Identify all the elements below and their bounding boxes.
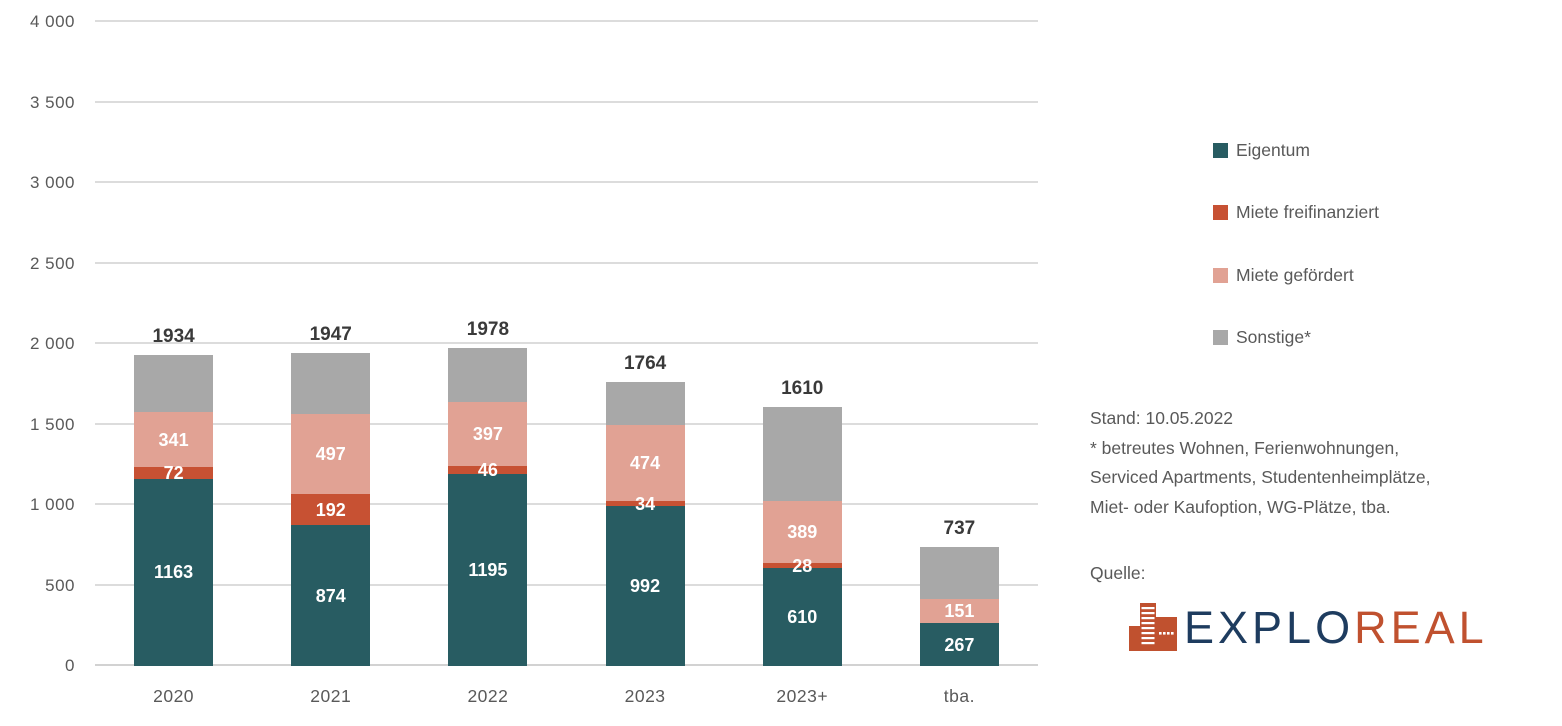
bar-segment-label: 34: [635, 493, 656, 514]
bar-segment-label: 874: [315, 585, 346, 606]
y-axis-tick-label: 2 000: [29, 334, 75, 353]
bar-segment: [291, 352, 371, 415]
bar-total-label: 1978: [466, 318, 510, 340]
x-axis: 2020 2021 2022 2023 2023+ tba.: [95, 686, 1038, 716]
gridline: [95, 503, 1038, 505]
footnote-line-3: Miet- oder Kaufoption, WG-Plätze, tba.: [1090, 496, 1391, 517]
bar-segment: [605, 382, 685, 425]
gridline: [95, 261, 1038, 264]
gridline: [95, 664, 1038, 666]
bar-segment: 874: [291, 525, 371, 666]
bar-segment-label: 1163: [154, 562, 194, 583]
gridline: [95, 100, 1038, 103]
legend-item: Miete gefördert: [1213, 265, 1354, 285]
bar-segment-label: 72: [163, 462, 184, 483]
bar-segment: 397: [448, 402, 528, 467]
bar-segment-label: 28: [792, 555, 813, 576]
legend-label: Miete freifinanziert: [1236, 202, 1379, 222]
bar-segment-label: 497: [315, 444, 346, 465]
buildings-icon: [1129, 603, 1177, 651]
bar-segment: 389: [762, 500, 842, 564]
gridline: [95, 342, 1038, 344]
bar-total-label: 1934: [152, 325, 195, 347]
bar-segment: [919, 547, 999, 599]
gridline: [95, 20, 1038, 22]
bar-segment-label: 992: [630, 576, 661, 597]
logo-wordmark: EXPLOREAL: [1184, 605, 1488, 650]
bar-segment-label: 1195: [468, 559, 508, 580]
x-axis-tick-label: 2021: [310, 686, 352, 706]
logo-text-explo: EXPLO: [1184, 601, 1355, 653]
legend-label: Sonstige*: [1236, 327, 1311, 347]
bar-segment: 497: [291, 414, 371, 495]
legend-item: Sonstige*: [1213, 327, 1311, 348]
x-axis-tick-label: tba.: [943, 686, 975, 706]
x-axis-tick-label: 2020: [153, 686, 195, 706]
exploreal-logo: EXPLOREAL: [1128, 602, 1488, 652]
gridline: [95, 422, 1038, 425]
bar-segment: 992: [605, 506, 685, 666]
plot-area: 1163 72 341 1934 874 192 497 1947 1195 46 397 1978 9…: [95, 20, 1038, 666]
footnote-line-1: * betreutes Wohnen, Ferienwohnungen,: [1090, 437, 1400, 458]
bar-segment: 46: [448, 461, 528, 479]
y-axis-tick-label: 2 500: [29, 253, 75, 273]
bar-segment: [448, 347, 528, 403]
bar-segment: [762, 406, 842, 501]
notes-block: Stand: 10.05.2022 * betreutes Wohnen, Fe…: [1090, 404, 1550, 522]
bar-segment: 341: [134, 412, 214, 468]
bar-segment-label: 397: [472, 424, 503, 445]
y-axis-tick-label: 3 500: [29, 92, 75, 112]
source-label: Quelle:: [1090, 563, 1146, 583]
bar-segment: [134, 354, 214, 413]
y-axis: 0 500 1 000 1 500 2 000 2 500 3 000 3 500 4 000: [0, 12, 75, 675]
bar-total-label: 1947: [309, 323, 352, 345]
bar-segment: 610: [762, 567, 842, 666]
bar-segment-label: 151: [944, 600, 975, 621]
y-axis-tick-label: 1 000: [29, 495, 75, 514]
bar-segment: 34: [605, 495, 685, 513]
legend-swatch: [1213, 267, 1228, 283]
bar-segment: 192: [291, 494, 371, 526]
bar-segment-label: 610: [787, 606, 818, 627]
bar-total-label: 1610: [781, 377, 824, 399]
legend-label: Eigentum: [1236, 139, 1310, 160]
bar-total-label: 1764: [623, 353, 667, 374]
y-axis-tick-label: 1 500: [29, 414, 75, 434]
bar-segment-label: 267: [944, 634, 975, 655]
bar-segment: 72: [134, 462, 214, 483]
bar-segment-label: 474: [630, 452, 661, 473]
y-axis-tick-label: 3 000: [29, 173, 75, 192]
bar-segment: 151: [919, 598, 999, 624]
bar-segment-label: 341: [158, 429, 189, 450]
bar-segment-label: 389: [787, 521, 818, 542]
bar-segment-label: 46: [477, 459, 498, 480]
bar-segment: 1163: [134, 478, 214, 666]
y-axis-tick-label: 4 000: [29, 12, 75, 31]
legend-swatch: [1213, 142, 1228, 158]
bar-segment: 474: [605, 424, 685, 501]
bar-segment: 267: [919, 623, 999, 666]
legend-item: Eigentum: [1213, 140, 1310, 160]
bar-segment: 28: [762, 557, 842, 575]
bar-segment: 1195: [448, 473, 528, 666]
bar-segment-label: 192: [315, 499, 346, 520]
footnote-line-2: Serviced Apartments, Studentenheimplätze…: [1090, 467, 1431, 487]
legend-item: Miete freifinanziert: [1213, 202, 1379, 223]
stand-date-line: Stand: 10.05.2022: [1090, 408, 1234, 428]
y-axis-tick-label: 0: [65, 656, 75, 675]
logo-text-real: REAL: [1354, 601, 1488, 653]
x-axis-tick-label: 2023: [624, 686, 666, 706]
x-axis-tick-label: 2022: [467, 686, 509, 706]
y-axis-tick-label: 500: [45, 575, 75, 595]
bar-total-label: 737: [943, 518, 976, 540]
legend-swatch: [1213, 330, 1228, 345]
legend-swatch: [1213, 205, 1228, 220]
legend-label: Miete gefördert: [1236, 264, 1354, 285]
gridline: [95, 181, 1038, 183]
x-axis-tick-label: 2023+: [776, 686, 829, 706]
gridline: [95, 583, 1038, 586]
